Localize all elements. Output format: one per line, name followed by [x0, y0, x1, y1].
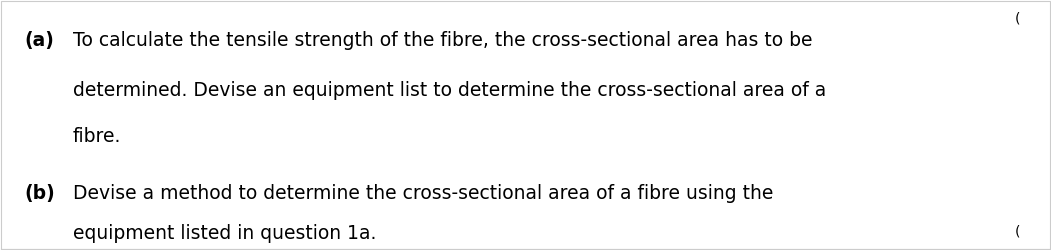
Text: fibre.: fibre.	[73, 128, 121, 146]
Text: determined. Devise an equipment list to determine the cross-sectional area of a: determined. Devise an equipment list to …	[73, 80, 826, 100]
Text: (b): (b)	[24, 184, 56, 203]
Text: To calculate the tensile strength of the fibre, the cross-sectional area has to : To calculate the tensile strength of the…	[73, 31, 812, 50]
Text: Devise a method to determine the cross-sectional area of a fibre using the: Devise a method to determine the cross-s…	[73, 184, 774, 203]
Text: (: (	[1015, 224, 1021, 238]
Text: (a): (a)	[24, 31, 55, 50]
Text: (: (	[1015, 12, 1021, 26]
Text: equipment listed in question 1a.: equipment listed in question 1a.	[73, 224, 376, 243]
